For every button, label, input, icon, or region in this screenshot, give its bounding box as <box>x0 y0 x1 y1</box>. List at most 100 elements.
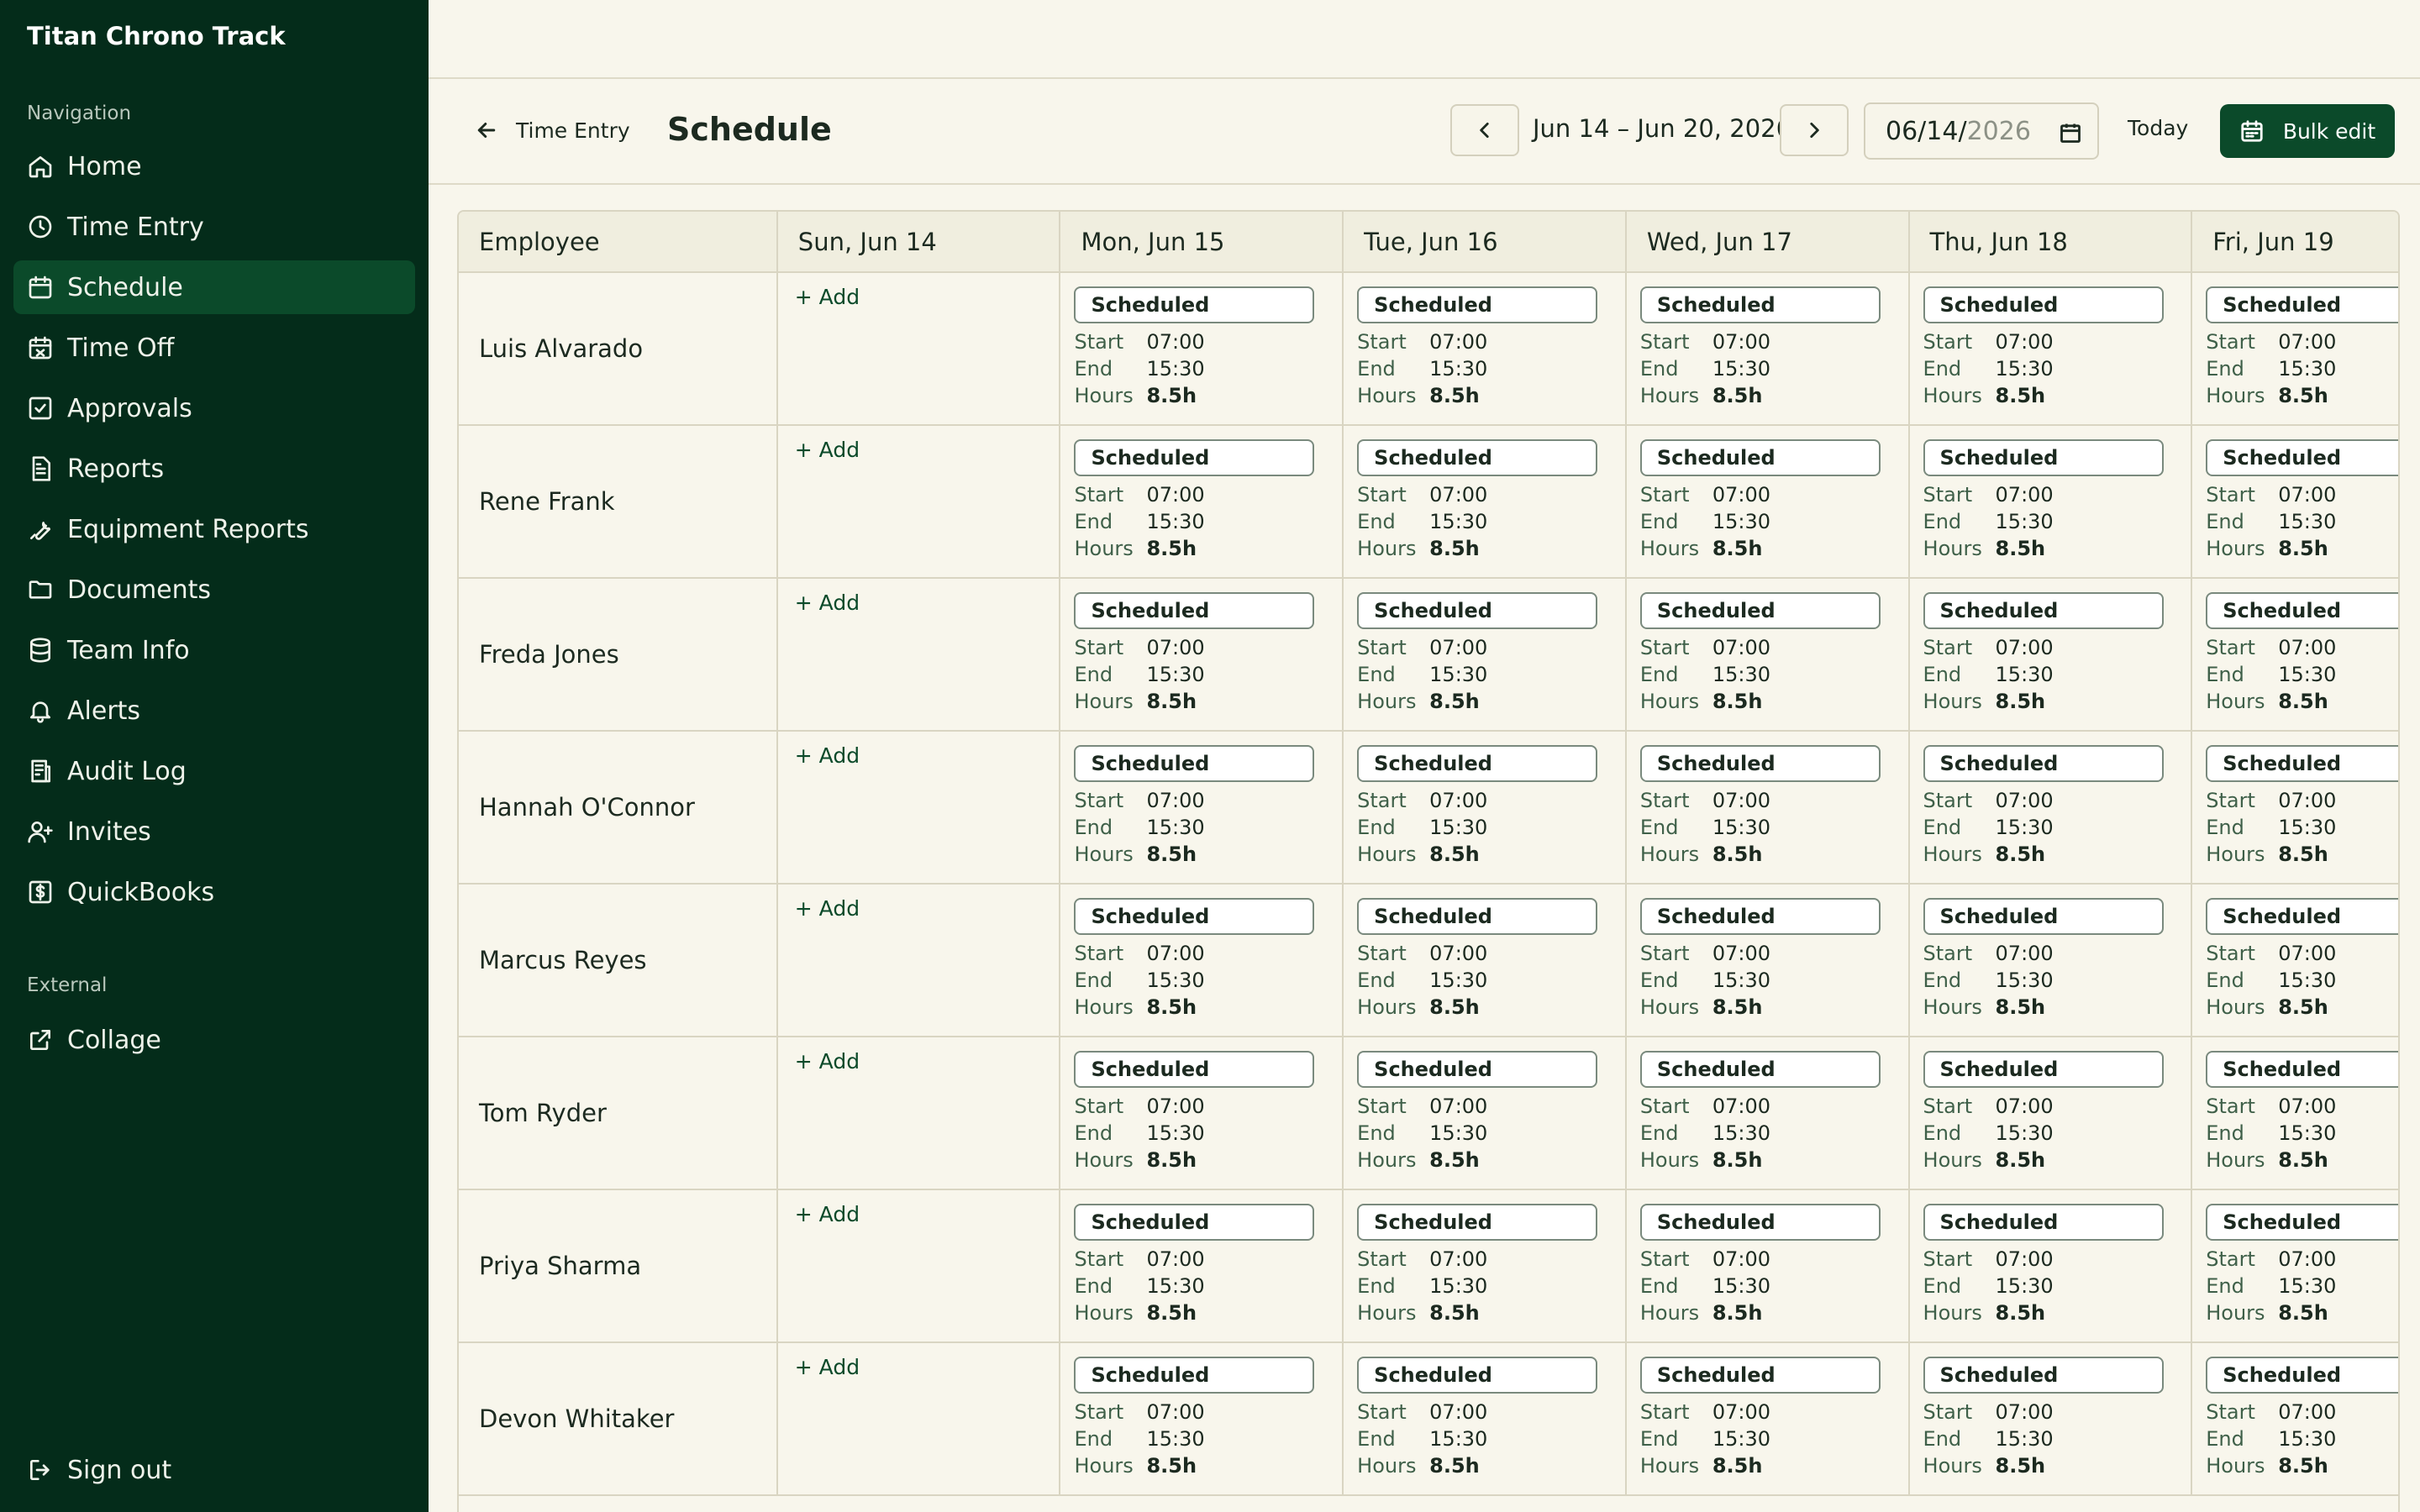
shift-status-badge[interactable]: Scheduled <box>1357 439 1598 476</box>
shift-status-badge[interactable]: Scheduled <box>1923 439 2164 476</box>
shift-status-badge[interactable]: Scheduled <box>1639 286 1881 323</box>
back-to-time-entry-button[interactable]: Time Entry <box>474 118 630 143</box>
bulk-edit-button[interactable]: Bulk edit <box>2220 104 2395 158</box>
sidebar-item-time-entry[interactable]: Time Entry <box>13 200 415 254</box>
cell-mon[interactable]: Scheduled Start 07:00 End 15:30 Hours 8.5h <box>1060 425 1344 579</box>
sidebar-item-quickbooks[interactable]: QuickBooks <box>13 865 415 919</box>
today-button[interactable]: Today <box>2128 116 2189 140</box>
cell-fri[interactable]: Scheduled Start 07:00 End 15:30 Hours 8.5h <box>2191 1189 2398 1343</box>
shift-status-badge[interactable]: Scheduled <box>1639 898 1881 935</box>
shift-status-badge[interactable]: Scheduled <box>2206 745 2398 782</box>
shift-status-badge[interactable]: Scheduled <box>2206 1357 2398 1394</box>
add-shift-button[interactable]: + Add <box>794 896 860 921</box>
cell-mon[interactable]: Scheduled Start 07:00 End 15:30 Hours 8.5h <box>1060 1189 1344 1343</box>
shift-status-badge[interactable]: Scheduled <box>1357 1204 1598 1241</box>
cell-fri[interactable]: Scheduled Start 07:00 End 15:30 Hours 8.5h <box>2191 578 2398 732</box>
previous-week-button[interactable] <box>1450 104 1519 156</box>
cell-tue[interactable]: Scheduled Start 07:00 End 15:30 Hours 8.5h <box>1343 1037 1627 1190</box>
add-shift-button[interactable]: + Add <box>794 743 860 768</box>
shift-status-badge[interactable]: Scheduled <box>1923 898 2164 935</box>
shift-status-badge[interactable]: Scheduled <box>1074 1051 1315 1088</box>
sidebar-item-collage[interactable]: Collage <box>13 1013 415 1067</box>
shift-status-badge[interactable]: Scheduled <box>1639 1051 1881 1088</box>
sidebar-item-time-off[interactable]: Time Off <box>13 321 415 375</box>
sidebar-item-reports[interactable]: Reports <box>13 442 415 496</box>
cell-wed[interactable]: Scheduled Start 07:00 End 15:30 Hours 8.5h <box>1625 1342 1910 1496</box>
shift-status-badge[interactable]: Scheduled <box>1074 898 1315 935</box>
week-date-input[interactable]: 06/14/2026 <box>1864 102 2099 160</box>
shift-status-badge[interactable]: Scheduled <box>1357 286 1598 323</box>
shift-status-badge[interactable]: Scheduled <box>1074 592 1315 629</box>
sidebar-item-documents[interactable]: Documents <box>13 563 415 617</box>
shift-status-badge[interactable]: Scheduled <box>1639 1357 1881 1394</box>
sidebar-item-alerts[interactable]: Alerts <box>13 684 415 738</box>
shift-status-badge[interactable]: Scheduled <box>1074 439 1315 476</box>
add-shift-button[interactable]: + Add <box>794 438 860 462</box>
cell-wed[interactable]: Scheduled Start 07:00 End 15:30 Hours 8.5h <box>1625 731 1910 885</box>
shift-status-badge[interactable]: Scheduled <box>1357 745 1598 782</box>
cell-tue[interactable]: Scheduled Start 07:00 End 15:30 Hours 8.5h <box>1343 272 1627 426</box>
cell-tue[interactable]: Scheduled Start 07:00 End 15:30 Hours 8.5h <box>1343 425 1627 579</box>
cell-mon[interactable]: Scheduled Start 07:00 End 15:30 Hours 8.5h <box>1060 1037 1344 1190</box>
cell-fri[interactable]: Scheduled Start 07:00 End 15:30 Hours 8.5h <box>2191 272 2398 426</box>
shift-status-badge[interactable]: Scheduled <box>2206 439 2398 476</box>
cell-wed[interactable]: Scheduled Start 07:00 End 15:30 Hours 8.5h <box>1625 884 1910 1037</box>
shift-status-badge[interactable]: Scheduled <box>1357 592 1598 629</box>
add-shift-button[interactable]: + Add <box>794 1355 860 1379</box>
sidebar-item-approvals[interactable]: Approvals <box>13 381 415 435</box>
cell-mon[interactable]: Scheduled Start 07:00 End 15:30 Hours 8.5h <box>1060 884 1344 1037</box>
shift-status-badge[interactable]: Scheduled <box>1074 286 1315 323</box>
cell-fri[interactable]: Scheduled Start 07:00 End 15:30 Hours 8.5h <box>2191 884 2398 1037</box>
cell-tue[interactable]: Scheduled Start 07:00 End 15:30 Hours 8.5h <box>1343 578 1627 732</box>
shift-status-badge[interactable]: Scheduled <box>2206 286 2398 323</box>
cell-thu[interactable]: Scheduled Start 07:00 End 15:30 Hours 8.5h <box>1908 272 2193 426</box>
cell-mon[interactable]: Scheduled Start 07:00 End 15:30 Hours 8.5h <box>1060 1342 1344 1496</box>
cell-thu[interactable]: Scheduled Start 07:00 End 15:30 Hours 8.5h <box>1908 1189 2193 1343</box>
sidebar-item-audit-log[interactable]: Audit Log <box>13 744 415 798</box>
cell-mon[interactable]: Scheduled Start 07:00 End 15:30 Hours 8.5h <box>1060 272 1344 426</box>
cell-fri[interactable]: Scheduled Start 07:00 End 15:30 Hours 8.5h <box>2191 425 2398 579</box>
cell-mon[interactable]: Scheduled Start 07:00 End 15:30 Hours 8.5h <box>1060 731 1344 885</box>
shift-status-badge[interactable]: Scheduled <box>1923 286 2164 323</box>
cell-wed[interactable]: Scheduled Start 07:00 End 15:30 Hours 8.5h <box>1625 578 1910 732</box>
shift-status-badge[interactable]: Scheduled <box>1639 592 1881 629</box>
shift-status-badge[interactable]: Scheduled <box>2206 898 2398 935</box>
cell-thu[interactable]: Scheduled Start 07:00 End 15:30 Hours 8.5h <box>1908 731 2193 885</box>
cell-wed[interactable]: Scheduled Start 07:00 End 15:30 Hours 8.5h <box>1625 425 1910 579</box>
cell-fri[interactable]: Scheduled Start 07:00 End 15:30 Hours 8.5h <box>2191 731 2398 885</box>
shift-status-badge[interactable]: Scheduled <box>1639 745 1881 782</box>
add-shift-button[interactable]: + Add <box>794 591 860 615</box>
cell-tue[interactable]: Scheduled Start 07:00 End 15:30 Hours 8.5h <box>1343 731 1627 885</box>
cell-wed[interactable]: Scheduled Start 07:00 End 15:30 Hours 8.5h <box>1625 272 1910 426</box>
shift-status-badge[interactable]: Scheduled <box>2206 1204 2398 1241</box>
add-shift-button[interactable]: + Add <box>794 285 860 309</box>
cell-mon[interactable]: Scheduled Start 07:00 End 15:30 Hours 8.5h <box>1060 578 1344 732</box>
shift-status-badge[interactable]: Scheduled <box>1923 1204 2164 1241</box>
cell-wed[interactable]: Scheduled Start 07:00 End 15:30 Hours 8.5h <box>1625 1037 1910 1190</box>
shift-status-badge[interactable]: Scheduled <box>1357 1051 1598 1088</box>
shift-status-badge[interactable]: Scheduled <box>1074 745 1315 782</box>
shift-status-badge[interactable]: Scheduled <box>1074 1204 1315 1241</box>
add-shift-button[interactable]: + Add <box>794 1202 860 1226</box>
cell-thu[interactable]: Scheduled Start 07:00 End 15:30 Hours 8.5h <box>1908 425 2193 579</box>
shift-status-badge[interactable]: Scheduled <box>2206 1051 2398 1088</box>
shift-status-badge[interactable]: Scheduled <box>1923 745 2164 782</box>
sign-out-button[interactable]: Sign out <box>13 1443 415 1497</box>
next-week-button[interactable] <box>1780 104 1849 156</box>
shift-status-badge[interactable]: Scheduled <box>1357 898 1598 935</box>
cell-tue[interactable]: Scheduled Start 07:00 End 15:30 Hours 8.5h <box>1343 1189 1627 1343</box>
shift-status-badge[interactable]: Scheduled <box>2206 592 2398 629</box>
shift-status-badge[interactable]: Scheduled <box>1639 439 1881 476</box>
calendar-picker-icon[interactable] <box>2059 121 2082 144</box>
shift-status-badge[interactable]: Scheduled <box>1923 592 2164 629</box>
sidebar-item-invites[interactable]: Invites <box>13 805 415 858</box>
add-shift-button[interactable]: + Add <box>794 1049 860 1074</box>
cell-tue[interactable]: Scheduled Start 07:00 End 15:30 Hours 8.5h <box>1343 884 1627 1037</box>
shift-status-badge[interactable]: Scheduled <box>1074 1357 1315 1394</box>
cell-fri[interactable]: Scheduled Start 07:00 End 15:30 Hours 8.5h <box>2191 1342 2398 1496</box>
cell-thu[interactable]: Scheduled Start 07:00 End 15:30 Hours 8.5h <box>1908 1037 2193 1190</box>
sidebar-item-team-info[interactable]: Team Info <box>13 623 415 677</box>
shift-status-badge[interactable]: Scheduled <box>1357 1357 1598 1394</box>
sidebar-item-home[interactable]: Home <box>13 139 415 193</box>
shift-status-badge[interactable]: Scheduled <box>1923 1357 2164 1394</box>
